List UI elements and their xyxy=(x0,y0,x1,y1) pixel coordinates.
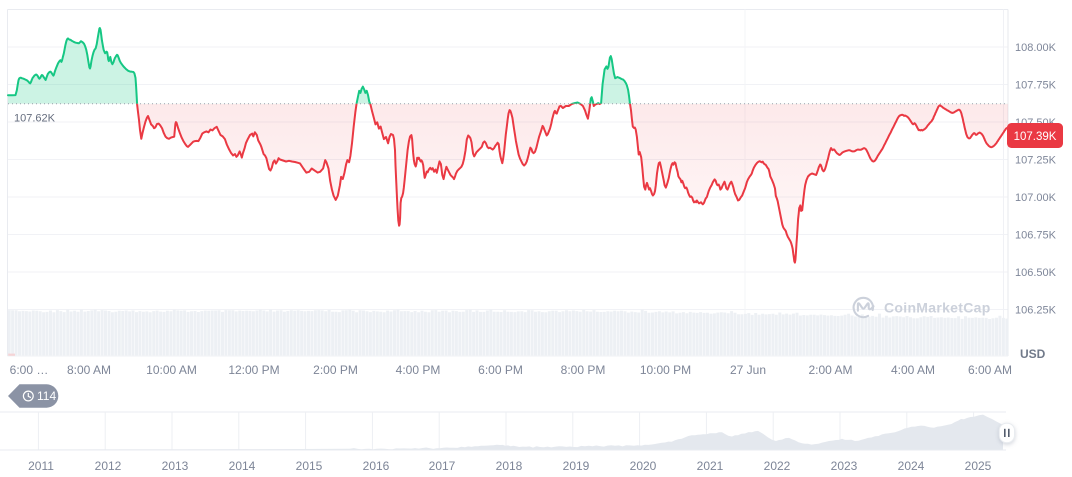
svg-text:106.50K: 106.50K xyxy=(1015,267,1057,279)
svg-text:2011: 2011 xyxy=(28,459,54,473)
svg-text:8:00 AM: 8:00 AM xyxy=(67,363,111,377)
svg-text:27 Jun: 27 Jun xyxy=(730,363,766,377)
svg-text:4:00 PM: 4:00 PM xyxy=(396,363,441,377)
svg-text:2014: 2014 xyxy=(229,459,256,473)
svg-text:2017: 2017 xyxy=(429,459,456,473)
svg-text:106.75K: 106.75K xyxy=(1015,230,1057,242)
svg-text:2012: 2012 xyxy=(95,459,122,473)
svg-text:108.00K: 108.00K xyxy=(1015,42,1057,54)
svg-text:2018: 2018 xyxy=(496,459,523,473)
svg-text:2015: 2015 xyxy=(296,459,323,473)
svg-text:107.75K: 107.75K xyxy=(1015,80,1057,92)
svg-text:10:00 AM: 10:00 AM xyxy=(146,363,197,377)
svg-text:2016: 2016 xyxy=(363,459,390,473)
svg-text:4:00 AM: 4:00 AM xyxy=(891,363,935,377)
svg-text:6:00 …: 6:00 … xyxy=(10,363,49,377)
svg-text:2023: 2023 xyxy=(831,459,858,473)
svg-text:107.39K: 107.39K xyxy=(1014,131,1057,143)
svg-text:2024: 2024 xyxy=(898,459,925,473)
svg-text:6:00 PM: 6:00 PM xyxy=(478,363,523,377)
svg-text:107.00K: 107.00K xyxy=(1015,192,1057,204)
svg-text:2019: 2019 xyxy=(563,459,590,473)
svg-text:106.25K: 106.25K xyxy=(1015,305,1057,317)
svg-text:2:00 PM: 2:00 PM xyxy=(313,363,358,377)
svg-text:USD: USD xyxy=(1020,347,1046,361)
svg-text:2020: 2020 xyxy=(630,459,657,473)
svg-text:6:00 AM: 6:00 AM xyxy=(968,363,1012,377)
svg-text:2013: 2013 xyxy=(162,459,189,473)
svg-text:CoinMarketCap: CoinMarketCap xyxy=(884,300,991,316)
svg-text:8:00 PM: 8:00 PM xyxy=(561,363,606,377)
svg-text:2025: 2025 xyxy=(965,459,992,473)
svg-text:2021: 2021 xyxy=(697,459,724,473)
svg-text:107.62K: 107.62K xyxy=(14,113,56,125)
svg-text:10:00 PM: 10:00 PM xyxy=(640,363,691,377)
svg-text:2022: 2022 xyxy=(764,459,791,473)
svg-text:12:00 PM: 12:00 PM xyxy=(228,363,279,377)
svg-text:2:00 AM: 2:00 AM xyxy=(808,363,852,377)
svg-text:107.25K: 107.25K xyxy=(1015,155,1057,167)
svg-text:114: 114 xyxy=(37,389,56,403)
